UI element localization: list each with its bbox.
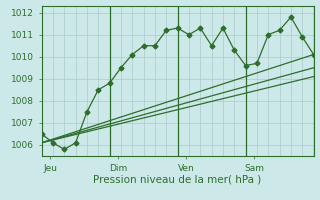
X-axis label: Pression niveau de la mer( hPa ): Pression niveau de la mer( hPa )	[93, 174, 262, 184]
